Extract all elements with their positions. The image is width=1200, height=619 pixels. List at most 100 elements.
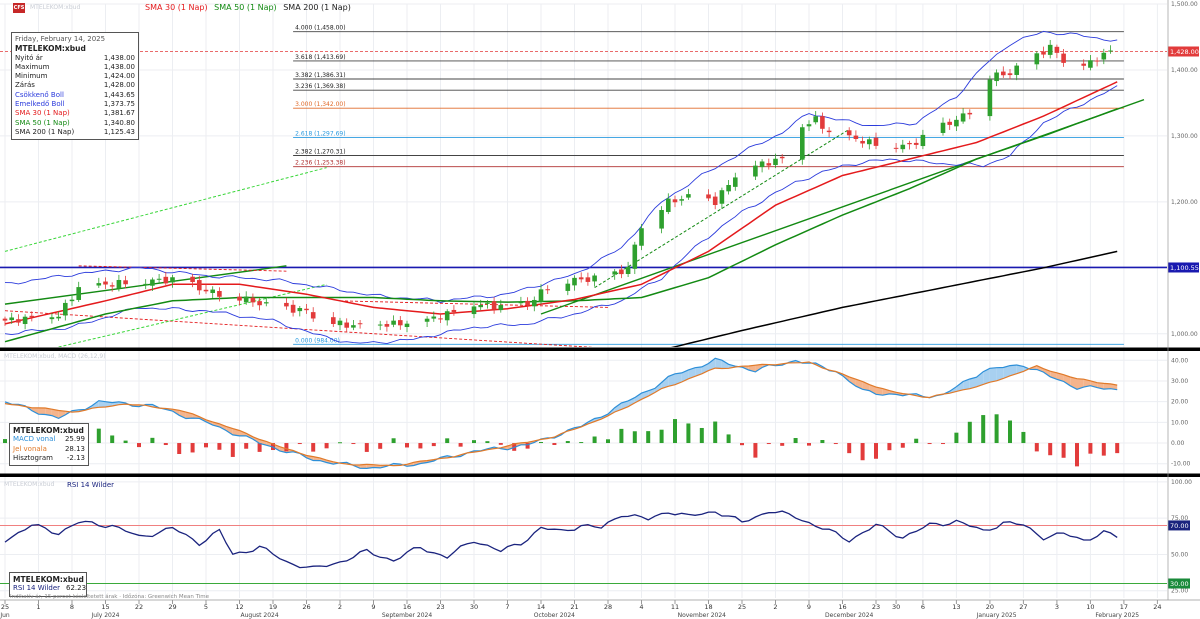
rsi-level-tag-label: 30.00 <box>1170 580 1189 588</box>
candle-body <box>733 177 738 187</box>
macd-panel[interactable] <box>3 357 1120 470</box>
candle-body <box>773 158 778 166</box>
sma30-legend[interactable]: SMA 30 (1 Nap) <box>145 3 208 12</box>
candle-body <box>712 196 718 206</box>
x-tick-label: 9 <box>807 603 811 611</box>
candle-body <box>190 276 195 283</box>
macd-info-row: Jel vonala 28.13 <box>13 445 85 454</box>
macd-histogram-bar <box>646 431 651 444</box>
macd-histogram-bar <box>659 429 664 444</box>
x-tick-label: 6 <box>921 603 925 611</box>
candle-body <box>706 194 711 199</box>
candle-body <box>29 315 35 318</box>
candle-body <box>900 144 906 150</box>
macd-histogram-bar <box>3 439 7 444</box>
candle-body <box>846 130 852 136</box>
macd-histogram-bar <box>699 427 704 444</box>
macd-histogram-bar <box>1101 443 1106 456</box>
macd-histogram-bar <box>860 443 865 461</box>
last-price-tag-label: 1,428.00 <box>1170 48 1199 56</box>
macd-fill <box>58 410 66 419</box>
candle-body <box>197 280 202 291</box>
x-tick-label: 9 <box>371 603 375 611</box>
candle-body <box>424 318 430 322</box>
macd-tick-label: 10.00 <box>1171 419 1188 426</box>
macd-fill <box>634 393 642 403</box>
macd-histogram-bar <box>110 435 115 444</box>
macd-fill <box>1083 379 1091 388</box>
macd-histogram-bar <box>137 443 141 448</box>
macd-fill <box>976 371 984 387</box>
macd-histogram-bar <box>606 439 610 444</box>
macd-fill <box>31 407 39 415</box>
macd-histogram-bar <box>793 438 798 444</box>
sma50-legend[interactable]: SMA 50 (1 Nap) <box>214 3 277 12</box>
rsi-line <box>4 510 1118 569</box>
price-panel[interactable]: 4.000 (1,458.00) 3.618 (1,413.69) 3.382 (1… <box>0 25 1167 355</box>
macd-fill <box>675 372 682 385</box>
macd-histogram-bar <box>1021 431 1026 444</box>
candle-body <box>719 190 725 204</box>
macd-fill <box>219 423 227 431</box>
candle-body <box>1034 53 1040 65</box>
x-tick-label: 5 <box>204 603 208 611</box>
x-tick-label: 10 <box>1086 603 1094 611</box>
macd-fill <box>313 456 320 461</box>
price-tick-label: 1,000.00 <box>1171 331 1198 338</box>
info-row: Nyitó ár 1,438.00 <box>15 54 135 63</box>
rsi-panel[interactable] <box>0 510 1167 584</box>
x-month-label: November 2024 <box>678 612 727 619</box>
macd-tick-label: 30.00 <box>1171 378 1188 385</box>
macd-fill <box>688 367 696 379</box>
candle-body <box>357 323 363 325</box>
candle-body <box>994 72 999 82</box>
candle-body <box>585 277 591 282</box>
fib-level-label: 3.236 (1,369.38) <box>295 83 345 90</box>
candle-body <box>109 285 115 287</box>
sma200-line <box>670 250 1118 347</box>
macd-tick-label: 40.00 <box>1171 357 1188 364</box>
macd-histogram-bar <box>1008 420 1012 444</box>
candle-body <box>960 113 966 122</box>
candle-body <box>967 112 973 115</box>
panel-separator <box>0 347 1200 351</box>
macd-histogram-bar <box>1034 443 1039 452</box>
macd-histogram-bar <box>780 443 785 446</box>
candle-body <box>853 135 859 139</box>
x-month-label: February 2025 <box>1095 612 1139 619</box>
x-month-label: October 2024 <box>534 612 575 619</box>
symbol-ghost-label: MTELEKOM:xbud <box>30 4 81 11</box>
candle-body <box>56 316 61 319</box>
candle-body <box>103 281 108 285</box>
signal-line <box>4 361 1118 467</box>
sma200-legend[interactable]: SMA 200 (1 Nap) <box>283 3 351 12</box>
macd-fill <box>963 379 970 390</box>
x-tick-label: 16 <box>838 603 846 611</box>
last-price-tag-bg <box>1168 46 1199 57</box>
macd-histogram-bar <box>994 414 999 444</box>
macd-histogram-bar <box>458 443 463 447</box>
x-tick-label: 18 <box>704 603 712 611</box>
candle-body <box>753 165 758 177</box>
macd-info-row: Hisztogram -2.13 <box>13 454 85 463</box>
candle-body <box>170 277 175 283</box>
x-month-label: Jun <box>0 612 10 619</box>
macd-histogram-bar <box>338 442 342 444</box>
macd-histogram-bar <box>887 443 892 451</box>
rsi-info-title: MTELEKOM:xbud <box>13 575 84 584</box>
macd-fill <box>989 367 997 383</box>
info-value: 1,340.80 <box>103 118 135 127</box>
candle-body <box>203 289 209 292</box>
candle-body <box>538 289 544 302</box>
candle-body <box>377 324 383 326</box>
rsi-level-tag: 30.00 <box>1168 578 1190 589</box>
candle-body <box>143 283 148 286</box>
candle-body <box>1101 52 1107 60</box>
rsi-title: RSI 14 Wilder <box>67 481 115 489</box>
candle-body <box>304 308 309 311</box>
x-month-label: July 2024 <box>91 612 120 619</box>
macd-histogram-bar <box>619 428 624 444</box>
bollinger-upper-line <box>4 30 1118 303</box>
candle-body <box>163 276 169 284</box>
